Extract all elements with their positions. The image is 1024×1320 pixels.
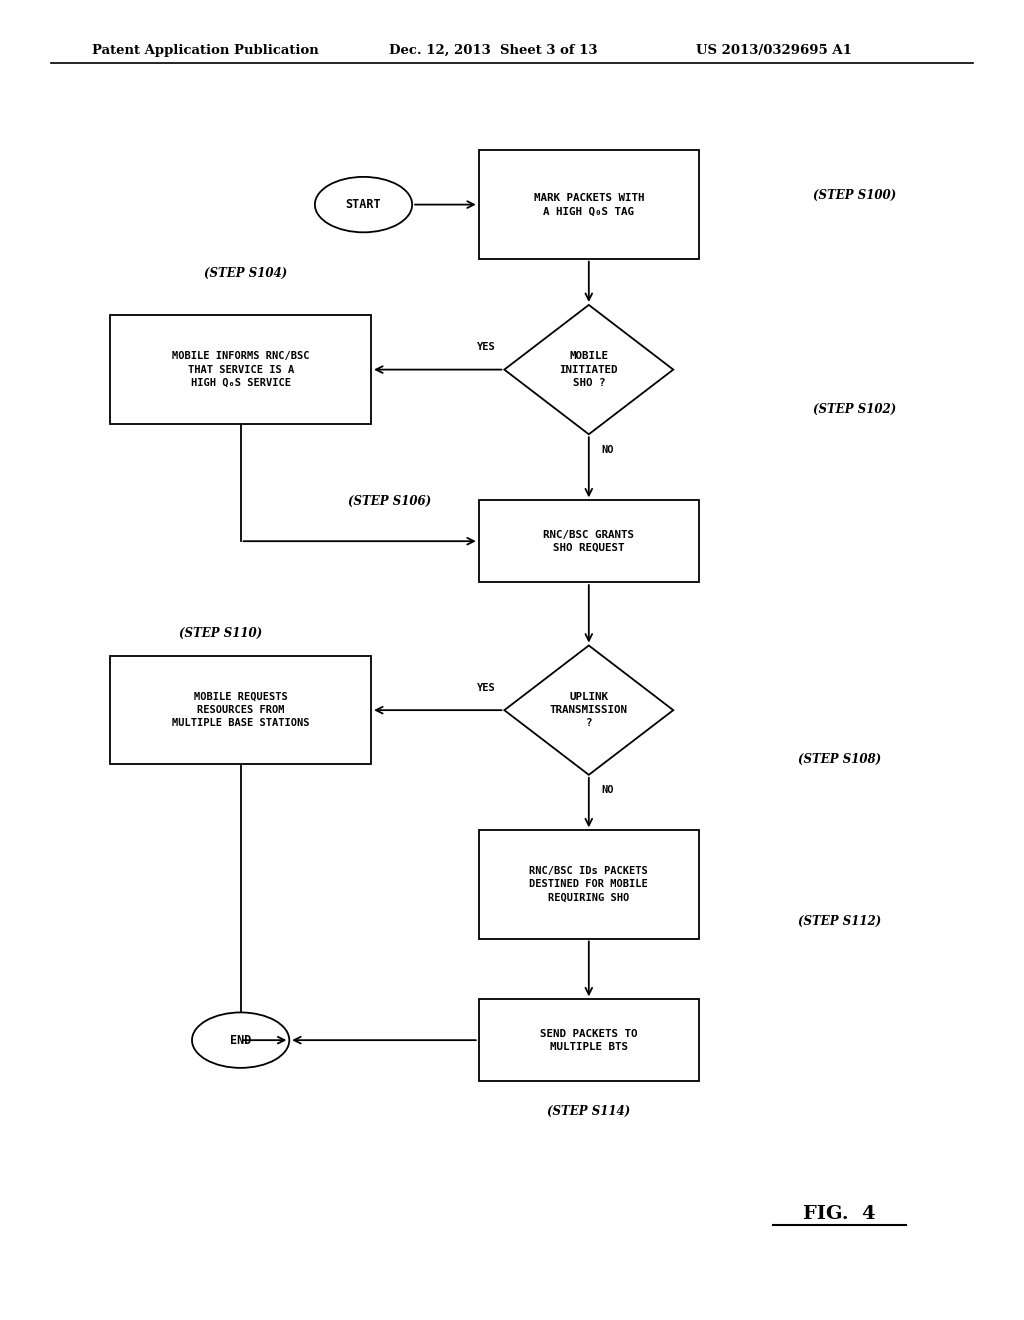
Text: YES: YES — [477, 342, 496, 352]
FancyBboxPatch shape — [478, 830, 698, 939]
Text: START: START — [346, 198, 381, 211]
FancyBboxPatch shape — [478, 500, 698, 582]
Text: MOBILE INFORMS RNC/BSC
THAT SERVICE IS A
HIGH Q₀S SERVICE: MOBILE INFORMS RNC/BSC THAT SERVICE IS A… — [172, 351, 309, 388]
Text: (STEP S100): (STEP S100) — [813, 189, 897, 202]
Ellipse shape — [315, 177, 412, 232]
Text: (STEP S102): (STEP S102) — [813, 403, 897, 416]
Text: (STEP S112): (STEP S112) — [798, 915, 882, 928]
Text: RNC/BSC GRANTS
SHO REQUEST: RNC/BSC GRANTS SHO REQUEST — [544, 529, 634, 553]
Text: NO: NO — [601, 785, 613, 796]
Polygon shape — [504, 645, 674, 775]
Ellipse shape — [193, 1012, 289, 1068]
Text: NO: NO — [601, 445, 613, 455]
Text: MARK PACKETS WITH
A HIGH Q₀S TAG: MARK PACKETS WITH A HIGH Q₀S TAG — [534, 193, 644, 216]
Polygon shape — [504, 305, 674, 434]
Text: MOBILE REQUESTS
RESOURCES FROM
MULTIPLE BASE STATIONS: MOBILE REQUESTS RESOURCES FROM MULTIPLE … — [172, 692, 309, 729]
Text: UPLINK
TRANSMISSION
?: UPLINK TRANSMISSION ? — [550, 692, 628, 729]
Text: END: END — [230, 1034, 251, 1047]
Text: (STEP S108): (STEP S108) — [798, 752, 882, 766]
FancyBboxPatch shape — [478, 150, 698, 259]
FancyBboxPatch shape — [110, 656, 371, 764]
Text: YES: YES — [477, 682, 496, 693]
Text: (STEP S114): (STEP S114) — [547, 1105, 631, 1118]
FancyBboxPatch shape — [478, 999, 698, 1081]
Text: SEND PACKETS TO
MULTIPLE BTS: SEND PACKETS TO MULTIPLE BTS — [540, 1028, 638, 1052]
Text: FIG.  4: FIG. 4 — [804, 1205, 876, 1224]
Text: Patent Application Publication: Patent Application Publication — [92, 44, 318, 57]
Text: (STEP S110): (STEP S110) — [178, 627, 262, 640]
Text: RNC/BSC IDs PACKETS
DESTINED FOR MOBILE
REQUIRING SHO: RNC/BSC IDs PACKETS DESTINED FOR MOBILE … — [529, 866, 648, 903]
FancyBboxPatch shape — [110, 315, 371, 424]
Text: (STEP S106): (STEP S106) — [347, 495, 431, 508]
Text: MOBILE
INITIATED
SHO ?: MOBILE INITIATED SHO ? — [559, 351, 618, 388]
Text: (STEP S104): (STEP S104) — [204, 267, 288, 280]
Text: Dec. 12, 2013  Sheet 3 of 13: Dec. 12, 2013 Sheet 3 of 13 — [389, 44, 598, 57]
Text: US 2013/0329695 A1: US 2013/0329695 A1 — [696, 44, 852, 57]
